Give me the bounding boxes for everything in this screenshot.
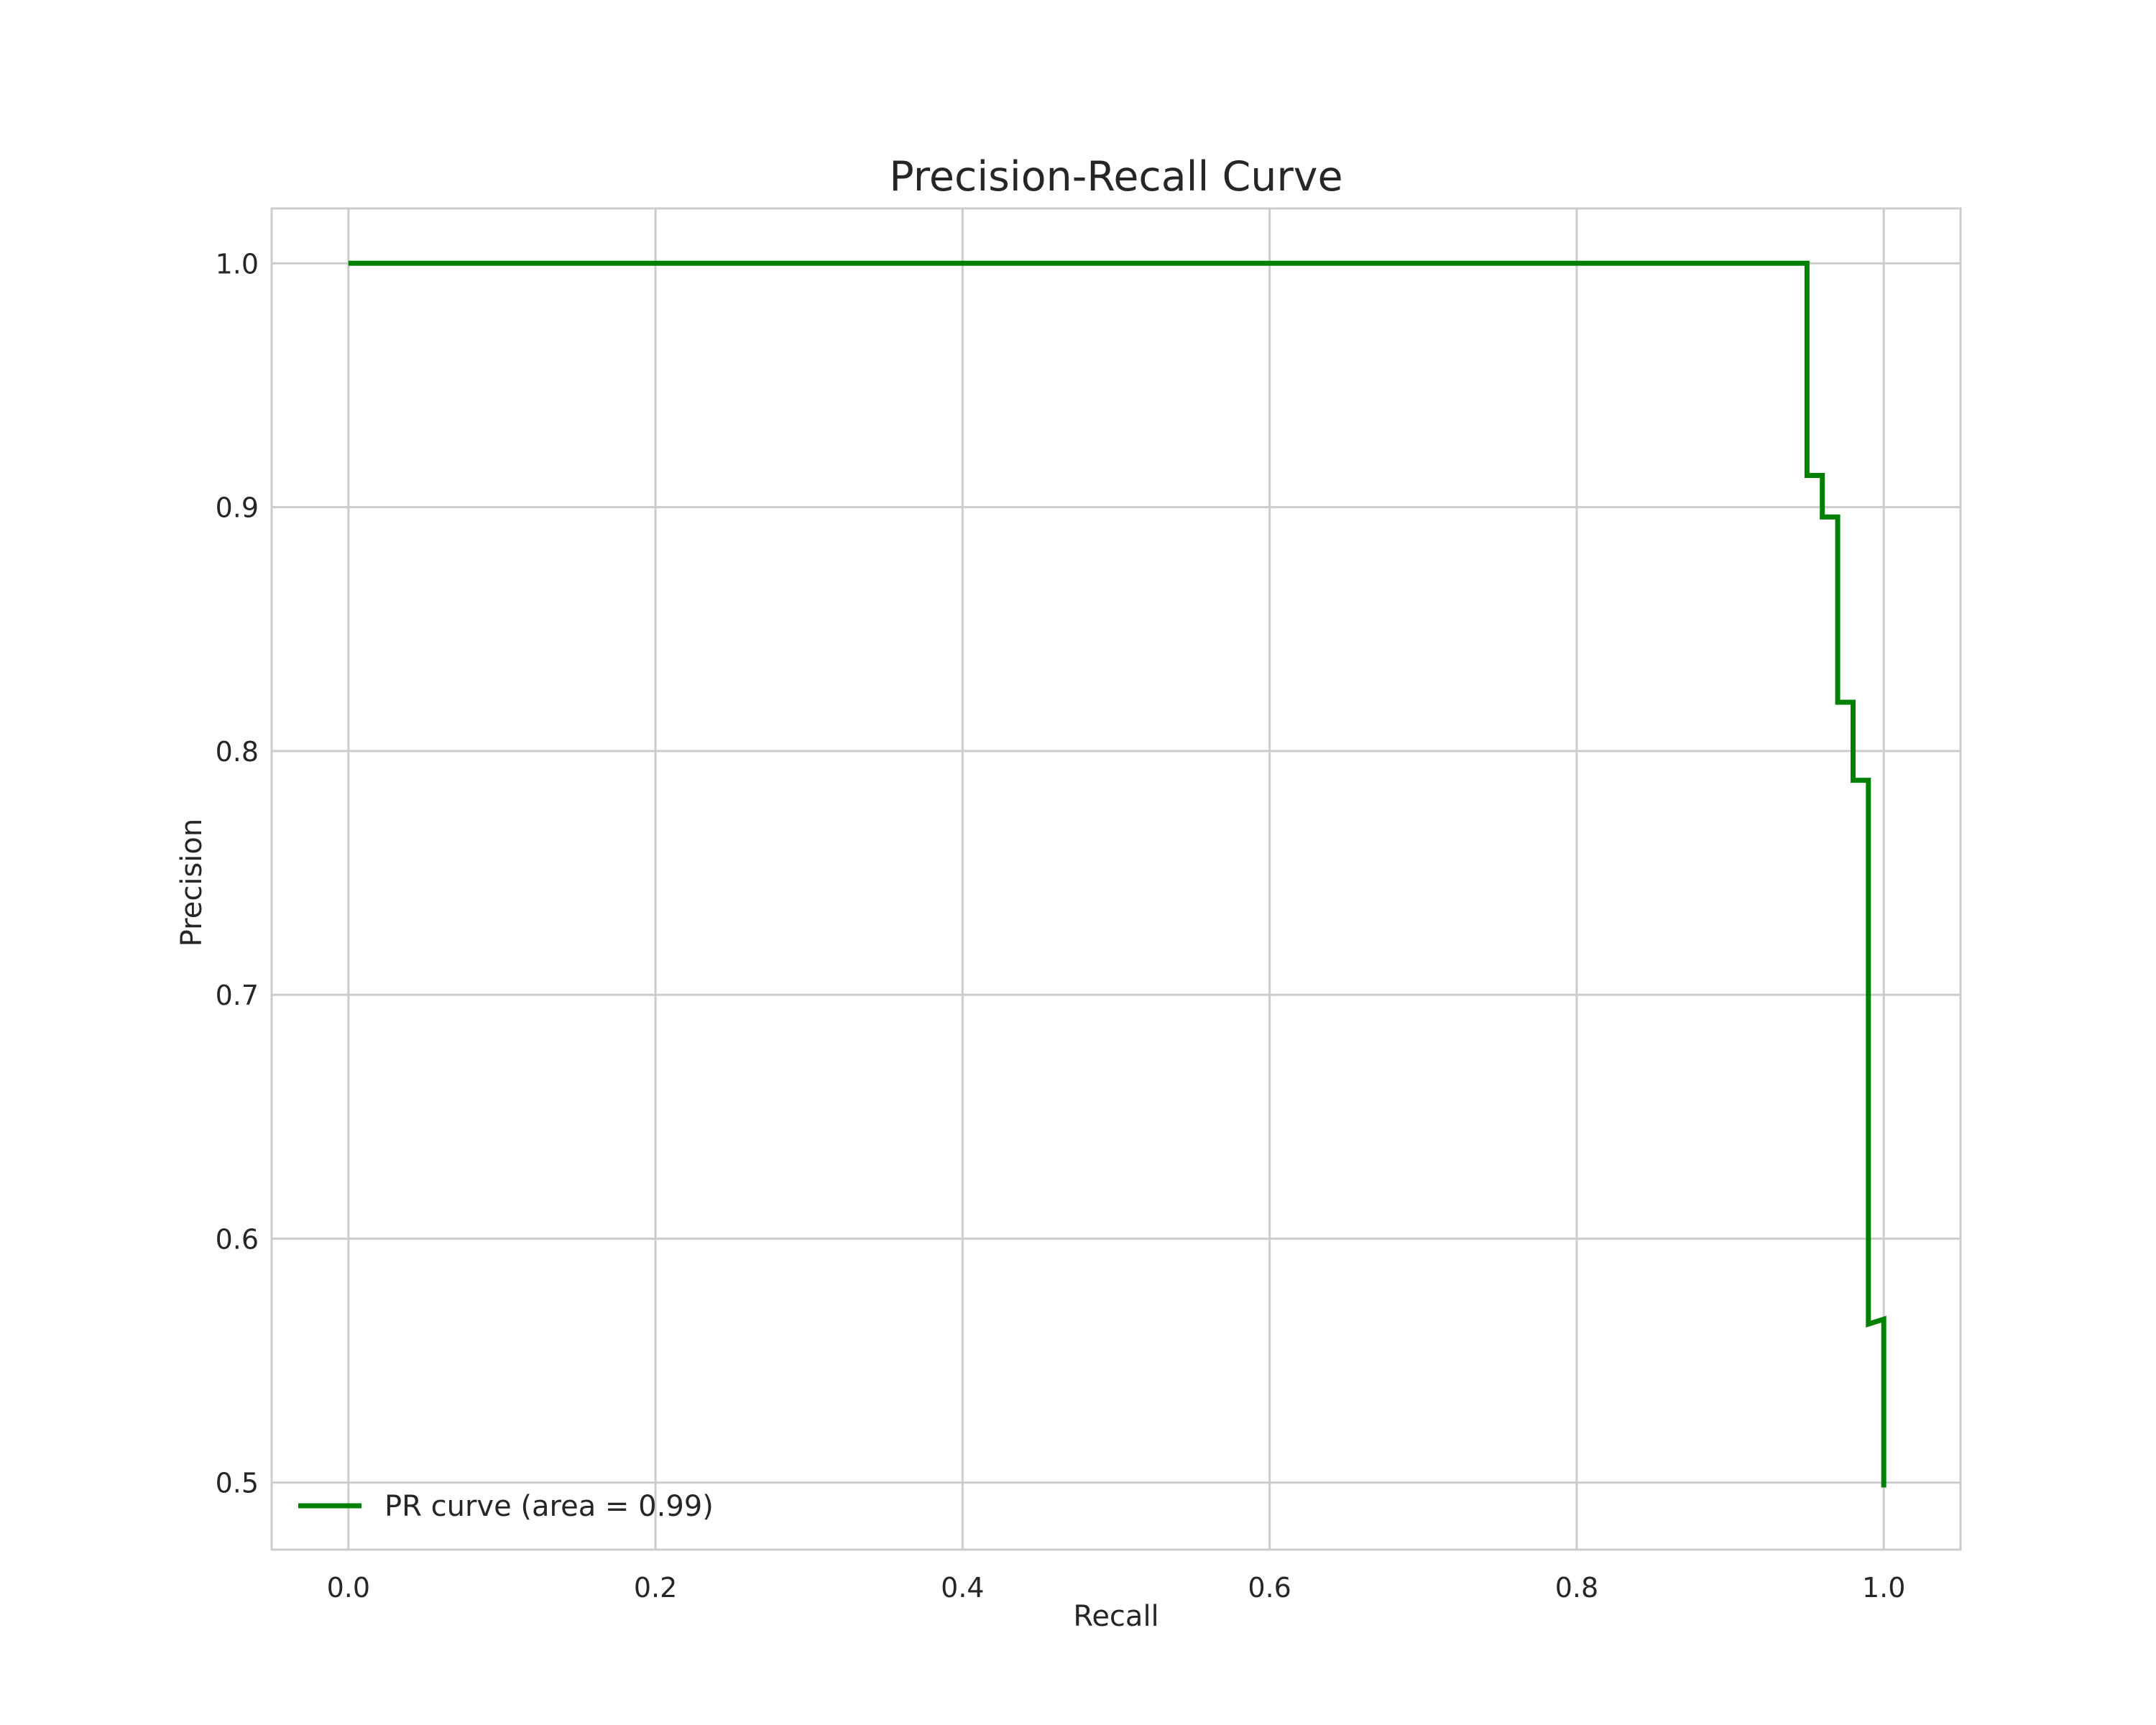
y-tick-label: 0.6 [216, 1223, 259, 1255]
y-tick-label: 1.0 [216, 248, 259, 280]
y-axis-label: Precision [175, 819, 208, 947]
x-tick-label: 1.0 [1862, 1572, 1905, 1604]
chart-title: Precision-Recall Curve [889, 153, 1342, 201]
y-tick-label: 0.8 [216, 736, 259, 768]
y-tick-labels: 0.5 0.6 0.7 0.8 0.9 1.0 [216, 248, 259, 1499]
pr-curve-line [348, 260, 1886, 1488]
x-tick-label: 0.4 [941, 1572, 984, 1604]
legend-label: PR curve (area = 0.99) [384, 1490, 714, 1523]
x-tick-labels: 0.0 0.2 0.4 0.6 0.8 1.0 [327, 1572, 1906, 1604]
plot-frame [270, 207, 1962, 1551]
series-layer [348, 260, 1886, 1488]
legend: PR curve (area = 0.99) [298, 1490, 714, 1523]
y-tick-label: 0.7 [216, 980, 259, 1011]
x-tick-label: 0.8 [1555, 1572, 1598, 1604]
x-tick-label: 0.6 [1248, 1572, 1291, 1604]
grid [272, 208, 1961, 1550]
x-axis-label: Recall [1073, 1600, 1158, 1633]
x-tick-label: 0.0 [327, 1572, 370, 1604]
x-tick-label: 0.2 [634, 1572, 677, 1604]
y-tick-label: 0.9 [216, 492, 259, 524]
y-tick-label: 0.5 [216, 1468, 259, 1499]
